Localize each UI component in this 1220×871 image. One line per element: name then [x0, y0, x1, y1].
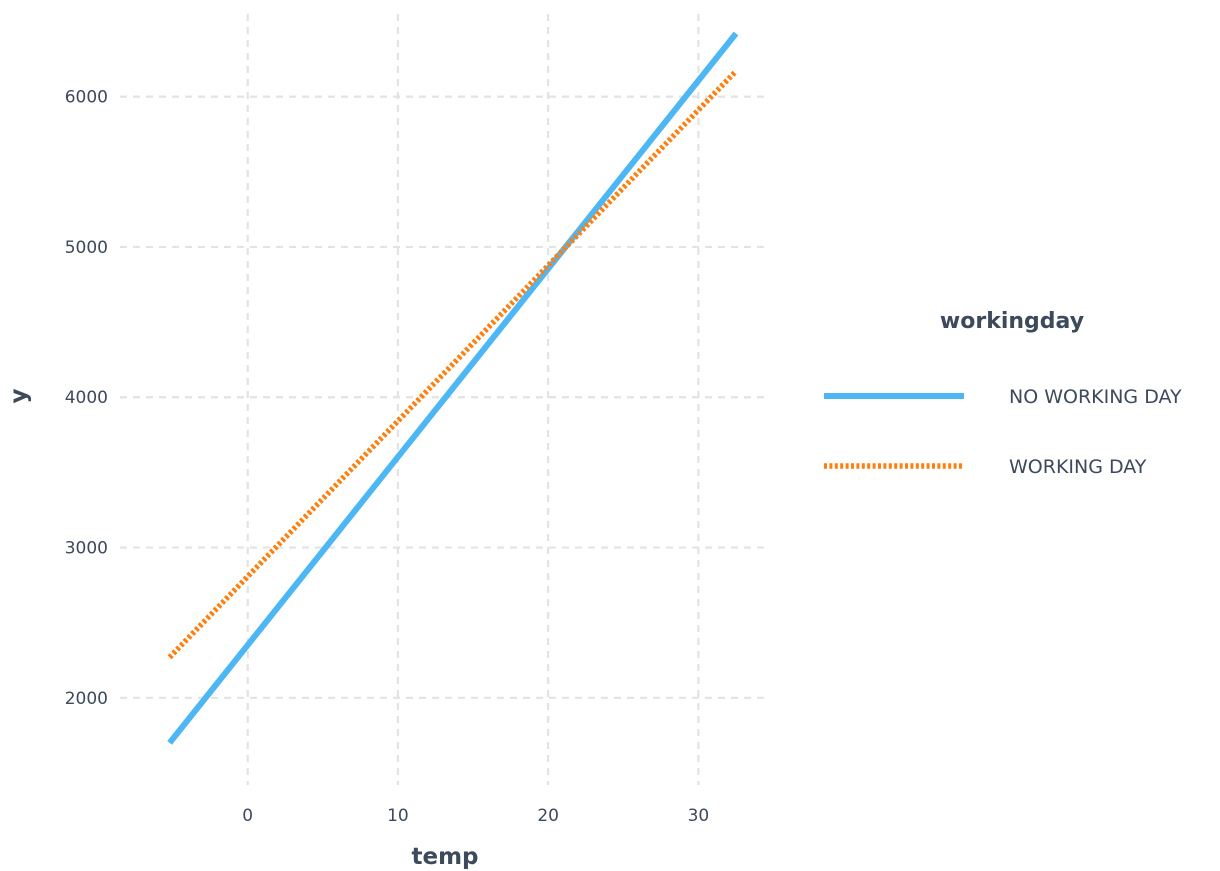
- x-tick-label: 20: [537, 806, 559, 826]
- y-axis-title: y: [6, 389, 32, 404]
- x-tick-label: 0: [242, 806, 253, 826]
- y-tick-label: 5000: [65, 238, 108, 258]
- y-tick-label: 3000: [65, 539, 108, 559]
- x-tick-label: 10: [387, 806, 409, 826]
- legend-title: workingday: [940, 309, 1084, 334]
- x-axis-title: temp: [411, 844, 478, 870]
- x-axis-ticks: 0 10 20 30: [242, 806, 709, 826]
- legend-items: NO WORKING DAY WORKING DAY: [824, 386, 1182, 478]
- y-axis-ticks: 2000 3000 4000 5000 6000: [65, 88, 108, 709]
- y-tick-label: 6000: [65, 88, 108, 108]
- x-tick-label: 30: [688, 806, 710, 826]
- legend-label: NO WORKING DAY: [1009, 386, 1182, 408]
- legend: workingday NO WORKING DAY WORKING DAY: [824, 309, 1182, 478]
- series-line-working-day: [167, 69, 738, 660]
- series-lines: [167, 31, 739, 745]
- grid: [120, 14, 766, 785]
- series-line-no-working-day: [167, 31, 739, 745]
- y-tick-label: 2000: [65, 689, 108, 709]
- legend-label: WORKING DAY: [1009, 456, 1147, 478]
- y-tick-label: 4000: [65, 388, 108, 408]
